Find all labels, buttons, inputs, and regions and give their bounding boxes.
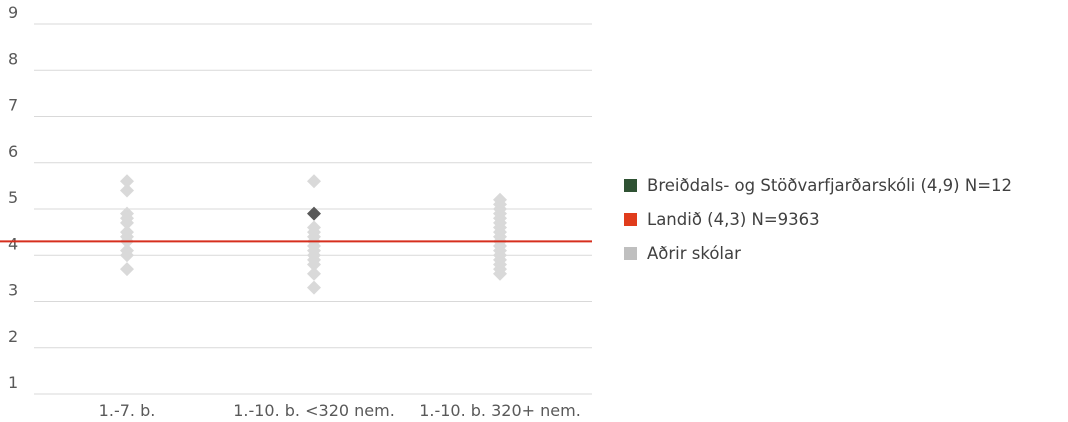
school-point	[307, 206, 321, 221]
legend-swatch-school	[624, 178, 637, 192]
x-tick-label: 1.-10. b. <320 nem.	[233, 401, 395, 420]
legend: Breiðdals- og Stöðvarfjarðarskóli (4,9) …	[624, 172, 1012, 274]
x-tick-label: 1.-10. b. 320+ nem.	[419, 401, 581, 420]
legend-swatch-other-schools	[624, 246, 637, 260]
y-tick-label: 5	[8, 188, 18, 207]
other-school-point	[120, 248, 134, 263]
y-tick-label: 6	[8, 142, 18, 161]
other-school-point	[307, 174, 321, 189]
legend-label-other-schools: Aðrir skólar	[647, 243, 741, 263]
y-tick-label: 4	[8, 234, 18, 253]
y-tick-label: 2	[8, 327, 18, 346]
other-school-point	[120, 262, 134, 277]
legend-item-other-schools: Aðrir skólar	[624, 240, 1012, 266]
legend-item-national: Landið (4,3) N=9363	[624, 206, 1012, 232]
y-axis-ticks: 1 2 3 4 5 6 7 8 9	[8, 3, 18, 392]
other-school-point	[307, 280, 321, 295]
legend-item-school: Breiðdals- og Stöðvarfjarðarskóli (4,9) …	[624, 172, 1012, 198]
other-school-point	[120, 174, 134, 189]
y-tick-label: 3	[8, 281, 18, 300]
legend-swatch-national	[624, 212, 637, 226]
other-school-point	[307, 266, 321, 281]
legend-label-school: Breiðdals- og Stöðvarfjarðarskóli (4,9) …	[647, 175, 1013, 195]
other-school-point	[307, 257, 321, 272]
data-points	[120, 174, 507, 295]
x-axis-ticks: 1.-7. b. 1.-10. b. <320 nem. 1.-10. b. 320…	[99, 401, 581, 420]
other-school-point	[120, 215, 134, 230]
y-tick-label: 1	[8, 373, 18, 392]
x-tick-label: 1.-7. b.	[99, 401, 156, 420]
y-tick-label: 7	[8, 96, 18, 115]
other-school-point	[120, 183, 134, 198]
other-school-point	[493, 266, 507, 281]
y-tick-label: 9	[8, 3, 18, 22]
y-tick-label: 8	[8, 49, 18, 68]
legend-label-national: Landið (4,3) N=9363	[647, 209, 820, 229]
